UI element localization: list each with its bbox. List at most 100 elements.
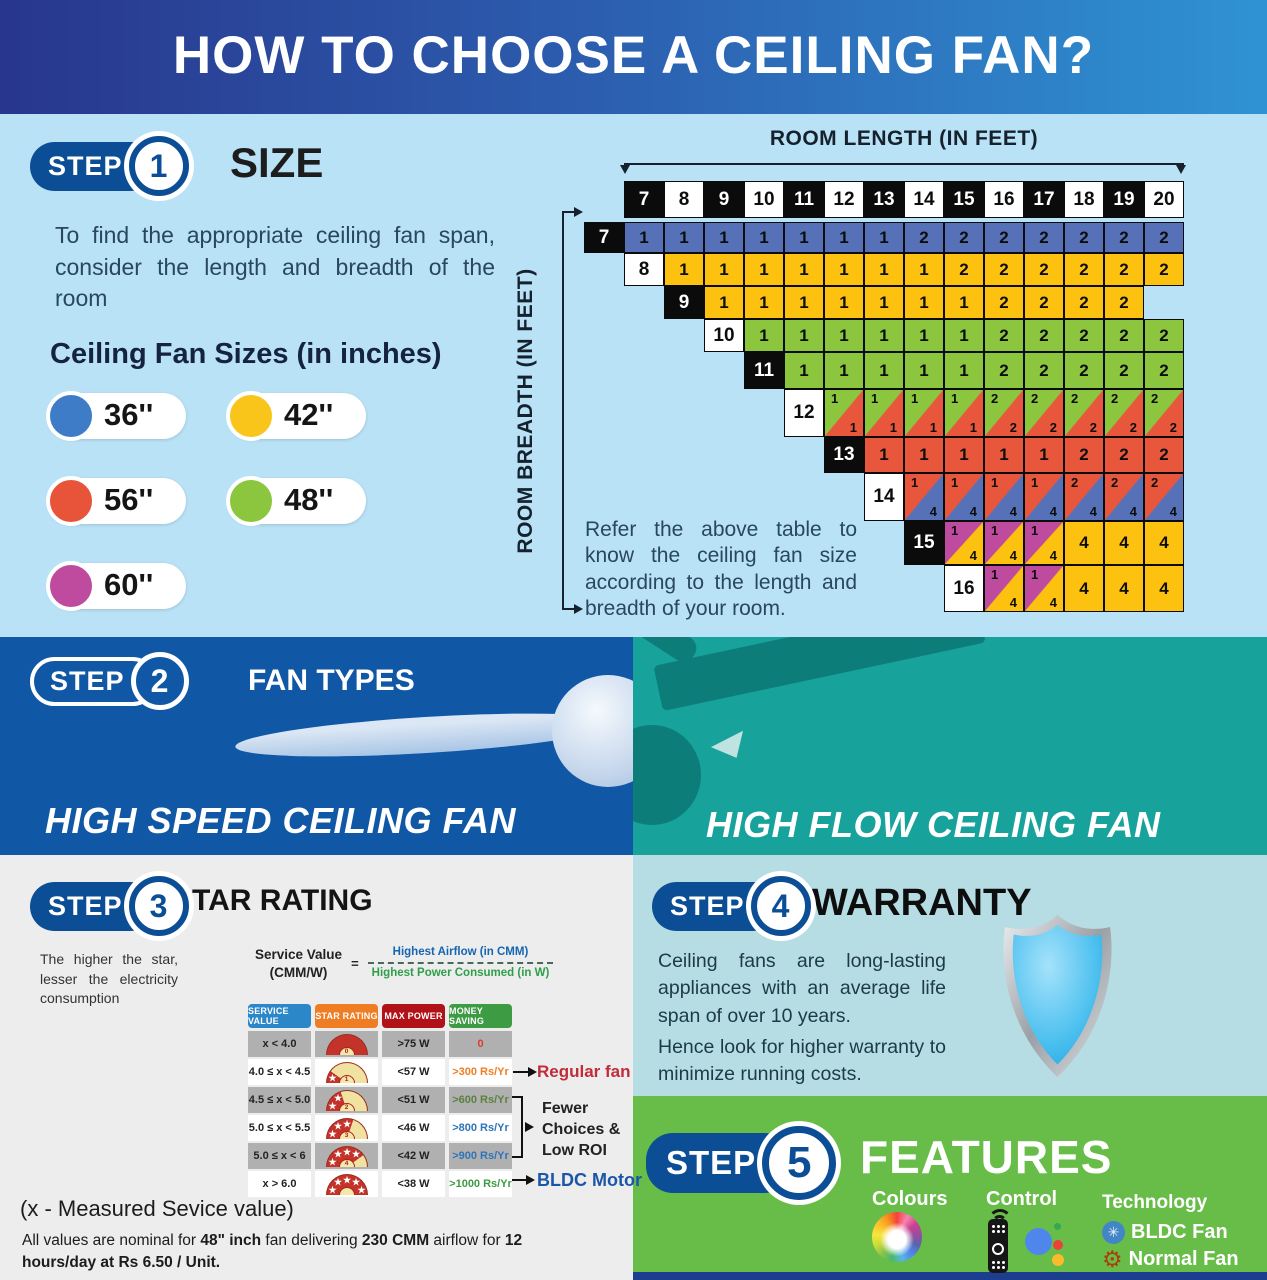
room-breadth-axis-label: ROOM BREADTH (IN FEET) bbox=[514, 268, 537, 554]
fan-size-label: 42'' bbox=[284, 397, 334, 432]
size-cell-18x9: 2 bbox=[1064, 286, 1104, 319]
size-cell-13x8: 1 bbox=[864, 253, 904, 286]
size-cell-20x16: 4 bbox=[1144, 565, 1184, 612]
star-icon: ★ bbox=[328, 1128, 337, 1139]
size-cell-19x9: 2 bbox=[1104, 286, 1144, 319]
cell-bottom-value: 4 bbox=[1169, 504, 1177, 519]
arrow-right-icon bbox=[526, 1175, 535, 1185]
size-cell-14x8: 1 bbox=[904, 253, 944, 286]
size-col-header: 12 bbox=[824, 181, 864, 218]
size-cell-20x10: 2 bbox=[1144, 319, 1184, 352]
regular-fan-annotation: Regular fan bbox=[537, 1062, 631, 1081]
size-row-header: 15 bbox=[904, 521, 944, 565]
size-cell-16x9: 2 bbox=[984, 286, 1024, 319]
high-speed-fan-title: HIGH SPEED CEILING FAN bbox=[45, 800, 517, 841]
size-cell-15x11: 1 bbox=[944, 352, 984, 389]
rating-cell-saving: >900 Rs/Yr bbox=[449, 1143, 512, 1169]
rating-cell-power: <46 W bbox=[382, 1115, 445, 1141]
rating-cell-service: x > 6.0 bbox=[248, 1171, 311, 1197]
size-cell-11x10: 1 bbox=[784, 319, 824, 352]
size-cell-16x7: 2 bbox=[984, 222, 1024, 253]
annotation-line bbox=[509, 1179, 527, 1181]
size-cell-18x8: 2 bbox=[1064, 253, 1104, 286]
size-cell-19x11: 2 bbox=[1104, 352, 1144, 389]
arrow-down-icon bbox=[620, 165, 630, 174]
size-cell-14x9: 1 bbox=[904, 286, 944, 319]
cell-top-value: 2 bbox=[1151, 475, 1159, 490]
rating-cell-power: >75 W bbox=[382, 1031, 445, 1057]
cell-top-value: 1 bbox=[951, 391, 959, 406]
fan-size-pill: 60'' bbox=[46, 561, 186, 611]
rating-cell-stars: ★ ★ ★ ★ ★ bbox=[315, 1171, 378, 1197]
star-icon: ★ bbox=[352, 1177, 361, 1187]
size-cell-17x7: 2 bbox=[1024, 222, 1064, 253]
size-cell-18x13: 2 bbox=[1064, 437, 1104, 473]
size-cell-16x10: 2 bbox=[984, 319, 1024, 352]
high-flow-fan-blade-image bbox=[653, 637, 986, 711]
gauge-center: 3 bbox=[338, 1130, 355, 1139]
size-cell-18x11: 2 bbox=[1064, 352, 1104, 389]
cell-bottom-value: 4 bbox=[929, 504, 937, 519]
cell-top-value: 1 bbox=[1031, 567, 1039, 582]
normal-fan-icon: ⚙ bbox=[1102, 1246, 1123, 1272]
cell-bottom-value: 4 bbox=[1049, 504, 1057, 519]
formula-fraction: Highest Airflow (in CMM) Highest Power C… bbox=[367, 946, 554, 981]
formula-lhs-line1: Service Value bbox=[255, 947, 343, 962]
size-cell-17x13: 1 bbox=[1024, 437, 1064, 473]
bldc-fan-label: BLDC Fan bbox=[1131, 1221, 1228, 1243]
size-cell-14x11: 1 bbox=[904, 352, 944, 389]
fan-size-pill: 42'' bbox=[226, 391, 366, 441]
room-length-dimension-line bbox=[624, 163, 1184, 165]
size-cell-20x11: 2 bbox=[1144, 352, 1184, 389]
assistant-blue-dot bbox=[1025, 1228, 1052, 1255]
rating-table-header: MAX POWER bbox=[382, 1004, 445, 1028]
star-gauge-4: ★ ★ ★ ★ 4 bbox=[325, 1145, 368, 1167]
star-icon: ★ bbox=[343, 1146, 352, 1157]
cell-bottom-value: 2 bbox=[1049, 420, 1057, 435]
size-cell-12x11: 1 bbox=[824, 352, 864, 389]
size-row-header: 7 bbox=[584, 222, 624, 253]
step1-badge: STEP 1 bbox=[30, 136, 189, 196]
star-gauge-0: 0 bbox=[325, 1033, 368, 1055]
feature-colours-label: Colours bbox=[872, 1188, 948, 1210]
fan-sizes-legend-title: Ceiling Fan Sizes (in inches) bbox=[50, 338, 442, 370]
wifi-arc-icon bbox=[988, 1209, 1012, 1233]
fan-size-pill: 56'' bbox=[46, 476, 186, 526]
remote-buttons bbox=[992, 1261, 995, 1264]
rating-cell-service: 4.5 ≤ x < 5.0 bbox=[248, 1087, 311, 1113]
size-cell-14x7: 2 bbox=[904, 222, 944, 253]
size-row-header: 10 bbox=[704, 319, 744, 352]
rating-cell-stars: ★ 1 bbox=[315, 1059, 378, 1085]
size-cell-18x7: 2 bbox=[1064, 222, 1104, 253]
rating-cell-saving: 0 bbox=[449, 1031, 512, 1057]
cell-bottom-value: 4 bbox=[1129, 504, 1137, 519]
arrow-right-icon bbox=[574, 604, 583, 614]
cell-top-value: 2 bbox=[1111, 475, 1119, 490]
fan-size-color-dot bbox=[46, 561, 96, 611]
size-cell-19x13: 2 bbox=[1104, 437, 1144, 473]
formula-denominator: Highest Power Consumed (in W) bbox=[367, 962, 554, 981]
fan-size-pill: 48'' bbox=[226, 476, 366, 526]
cell-top-value: 1 bbox=[1031, 523, 1039, 538]
rating-cell-stars: ★ ★ 2 bbox=[315, 1087, 378, 1113]
cell-top-value: 2 bbox=[1151, 391, 1159, 406]
header-bar: HOW TO CHOOSE A CEILING FAN? bbox=[0, 0, 1267, 114]
size-cell-13x11: 1 bbox=[864, 352, 904, 389]
remote-ok-button bbox=[992, 1243, 1004, 1255]
size-cell-17x8: 2 bbox=[1024, 253, 1064, 286]
rating-cell-saving: >300 Rs/Yr bbox=[449, 1059, 512, 1085]
warranty-paragraph-2: Hence look for higher warranty to minimi… bbox=[658, 1036, 946, 1086]
normal-fan-row: ⚙ Normal Fan bbox=[1102, 1248, 1239, 1271]
size-cell-18x15: 4 bbox=[1064, 521, 1104, 565]
star-icon: ★ bbox=[334, 1149, 343, 1159]
cell-top-value: 2 bbox=[1071, 391, 1079, 406]
gauge-center: 4 bbox=[338, 1158, 355, 1167]
cell-bottom-value: 4 bbox=[969, 504, 977, 519]
cell-bottom-value: 4 bbox=[969, 548, 977, 563]
fan-size-color-dot bbox=[226, 391, 276, 441]
